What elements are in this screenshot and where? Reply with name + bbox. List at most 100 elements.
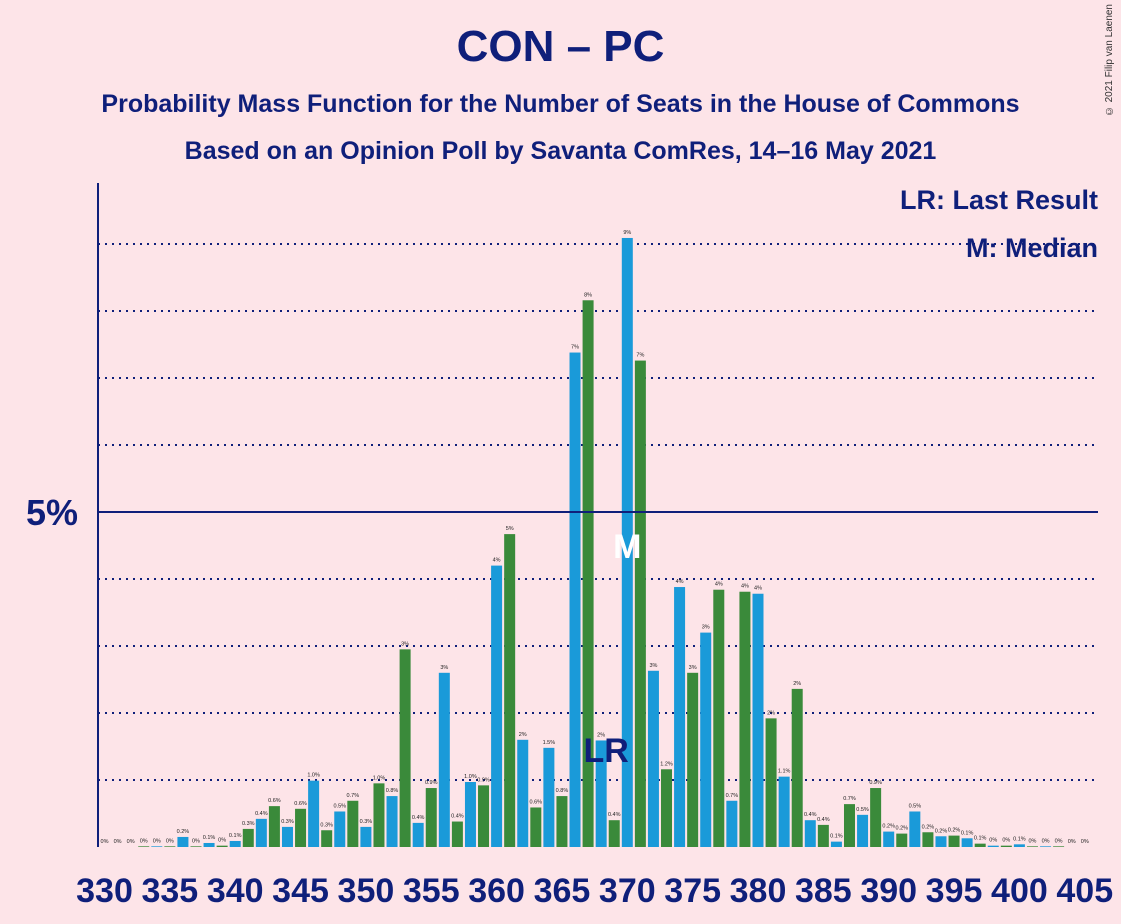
- bar: [556, 796, 568, 847]
- bar: [255, 818, 267, 847]
- bar-value-label: 8%: [584, 292, 592, 298]
- bar-value-label: 0.8%: [556, 788, 569, 794]
- bar-value-label: 0.1%: [203, 835, 216, 841]
- bar: [242, 828, 254, 847]
- bar: [948, 835, 960, 847]
- bar: [661, 769, 673, 847]
- x-tick-label: 405: [1056, 872, 1113, 910]
- bar: [151, 846, 163, 847]
- bar: [961, 838, 973, 847]
- bar: [674, 587, 686, 847]
- bar-value-label: 0.2%: [882, 824, 895, 830]
- bar-value-label: 0%: [101, 839, 109, 845]
- bar-value-label: 0.4%: [255, 811, 268, 817]
- bar-value-label: 0.9%: [425, 780, 438, 786]
- bar-value-label: 7%: [571, 345, 579, 351]
- bar-value-label: 0.7%: [843, 796, 856, 802]
- bar-value-label: 0%: [114, 839, 122, 845]
- bar: [765, 718, 777, 847]
- bar: [687, 672, 699, 847]
- bar-value-label: 0.4%: [451, 814, 464, 820]
- y-tick-label: 5%: [26, 492, 78, 533]
- bar: [713, 589, 725, 847]
- bar: [425, 788, 437, 847]
- bar-value-label: 0.1%: [830, 834, 843, 840]
- bar: [726, 800, 738, 847]
- bar: [582, 300, 594, 847]
- bar-value-label: 0.1%: [229, 833, 242, 839]
- bar-value-label: 0.6%: [268, 798, 281, 804]
- x-tick-label: 375: [664, 872, 721, 910]
- bar: [857, 814, 869, 847]
- bar: [1040, 846, 1052, 847]
- bar: [1000, 845, 1012, 847]
- bar: [752, 593, 764, 847]
- bar: [870, 788, 882, 847]
- bar: [974, 843, 986, 847]
- bar: [621, 237, 633, 848]
- bar: [830, 841, 842, 847]
- bar: [190, 846, 202, 847]
- bar: [791, 688, 803, 847]
- bar: [478, 785, 490, 847]
- bar: [386, 796, 398, 847]
- bar-value-label: 4%: [676, 579, 684, 585]
- x-tick-label: 370: [599, 872, 656, 910]
- bar-value-label: 0%: [153, 838, 161, 844]
- bar: [896, 833, 908, 847]
- bar: [268, 806, 280, 847]
- bar: [909, 811, 921, 847]
- bar-value-label: 0.7%: [726, 793, 739, 799]
- bar-value-label: 0.5%: [909, 803, 922, 809]
- bar-value-label: 4%: [715, 582, 723, 588]
- x-tick-label: 380: [730, 872, 787, 910]
- x-tick-label: 355: [403, 872, 460, 910]
- bar: [373, 783, 385, 847]
- x-tick-label: 390: [860, 872, 917, 910]
- bar: [1013, 844, 1025, 847]
- bar-value-label: 0.8%: [386, 788, 399, 794]
- bar-value-label: 9%: [623, 230, 631, 236]
- bar: [504, 534, 516, 847]
- bar-value-label: 0.2%: [922, 824, 935, 830]
- bar: [700, 632, 712, 847]
- bar: [739, 591, 751, 847]
- bar-value-label: 0%: [127, 839, 135, 845]
- bar: [804, 820, 816, 847]
- legend-last-result: LR: Last Result: [900, 185, 1098, 215]
- bar: [321, 830, 333, 847]
- bar: [517, 739, 529, 847]
- bar-value-label: 0.5%: [856, 807, 869, 813]
- bar-value-label: 7%: [636, 353, 644, 359]
- bar-value-label: 5%: [506, 526, 514, 532]
- x-tick-label: 365: [534, 872, 591, 910]
- x-tick-label: 340: [207, 872, 264, 910]
- bar: [177, 836, 189, 847]
- bar-value-label: 1.2%: [660, 761, 673, 767]
- bar: [543, 747, 555, 847]
- bar-value-label: 0.6%: [530, 799, 543, 805]
- bar: [229, 840, 241, 847]
- bar-value-label: 0.6%: [294, 801, 307, 807]
- bar-value-label: 0.1%: [961, 830, 974, 836]
- bar: [138, 846, 150, 847]
- bar: [334, 811, 346, 847]
- bar-value-label: 0.2%: [935, 828, 948, 834]
- bar-value-label: 0.3%: [360, 819, 373, 825]
- bar: [922, 832, 934, 847]
- x-tick-label: 385: [795, 872, 852, 910]
- bar-value-label: 0%: [140, 838, 148, 844]
- bar-value-label: 0.3%: [320, 822, 333, 828]
- bar-value-label: 0.5%: [333, 803, 346, 809]
- x-tick-label: 360: [468, 872, 525, 910]
- bar-value-label: 0.2%: [177, 829, 190, 835]
- bar-value-label: 3%: [689, 665, 697, 671]
- x-tick-label: 350: [338, 872, 395, 910]
- bar: [399, 649, 411, 847]
- bar-value-label: 1.0%: [307, 773, 320, 779]
- bar: [569, 352, 581, 847]
- legend-median: M: Median: [966, 233, 1098, 263]
- x-tick-label: 330: [76, 872, 133, 910]
- bar: [438, 672, 450, 847]
- x-tick-label: 400: [991, 872, 1048, 910]
